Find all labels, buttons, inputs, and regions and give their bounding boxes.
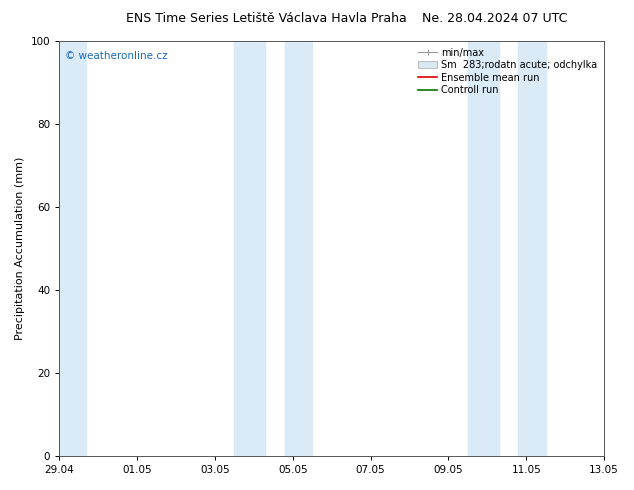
Legend: min/max, Sm  283;rodatn acute; odchylka, Ensemble mean run, Controll run: min/max, Sm 283;rodatn acute; odchylka, … <box>416 46 599 97</box>
Bar <box>468 41 499 456</box>
Bar <box>59 41 86 456</box>
Text: © weatheronline.cz: © weatheronline.cz <box>65 51 167 61</box>
Bar <box>285 41 312 456</box>
Bar <box>235 41 266 456</box>
Y-axis label: Precipitation Accumulation (mm): Precipitation Accumulation (mm) <box>15 157 25 340</box>
Bar <box>519 41 546 456</box>
Text: ENS Time Series Letiště Václava Havla Praha: ENS Time Series Letiště Václava Havla Pr… <box>126 12 406 25</box>
Text: Ne. 28.04.2024 07 UTC: Ne. 28.04.2024 07 UTC <box>422 12 567 25</box>
